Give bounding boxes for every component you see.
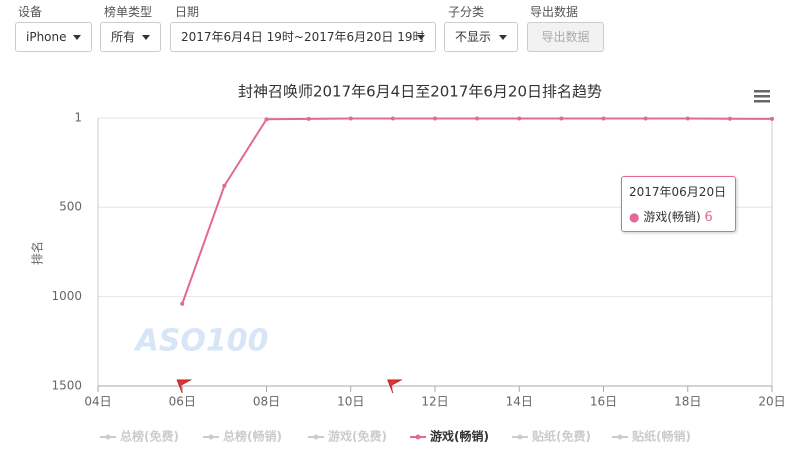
point bbox=[643, 116, 648, 121]
menu-icon[interactable] bbox=[754, 90, 770, 103]
y-tick-label: 500 bbox=[59, 200, 82, 214]
legend-item[interactable]: 游戏(免费) bbox=[328, 429, 387, 444]
export-button[interactable]: 导出数据 bbox=[527, 22, 604, 52]
point bbox=[601, 116, 606, 121]
legend-item[interactable]: 游戏(畅销) bbox=[430, 429, 489, 444]
x-tick-label: 10日 bbox=[337, 395, 364, 409]
list-type-dropdown[interactable]: 所有 bbox=[100, 22, 161, 52]
point bbox=[685, 116, 690, 121]
legend-item[interactable]: 总榜(畅销) bbox=[223, 429, 282, 444]
label: 日期 bbox=[175, 5, 200, 19]
point bbox=[559, 116, 564, 121]
legend-symbol bbox=[617, 434, 623, 440]
y-tick-label: 1000 bbox=[51, 289, 82, 303]
label: 导出数据 bbox=[530, 5, 579, 19]
point bbox=[727, 116, 732, 121]
tooltip-series: 游戏(畅销) bbox=[643, 210, 701, 224]
x-tick-label: 18日 bbox=[674, 395, 701, 409]
point bbox=[433, 116, 437, 121]
point bbox=[517, 116, 522, 121]
y-axis-label: 排名 bbox=[30, 241, 45, 265]
x-tick-label: 16日 bbox=[590, 395, 617, 409]
point bbox=[222, 183, 227, 188]
x-tick-label: 14日 bbox=[506, 395, 533, 409]
device-dropdown[interactable]: iPhone bbox=[15, 22, 92, 52]
flag bbox=[387, 379, 403, 394]
flag bbox=[176, 379, 193, 394]
legend-item[interactable]: 贴纸(免费) bbox=[532, 429, 591, 444]
legend-symbol bbox=[105, 434, 111, 440]
x-tick-label: 04日 bbox=[84, 395, 111, 409]
tooltip: 2017年06月20日 ● 游戏(畅销) 6 bbox=[621, 176, 736, 232]
tooltip-title: 2017年06月20日 bbox=[629, 185, 727, 199]
point bbox=[180, 301, 185, 306]
date-dropdown[interactable]: 2017年6月4日 19时~2017年6月20日 19时 bbox=[170, 22, 436, 52]
label: 子分类 bbox=[448, 5, 485, 19]
legend-symbol bbox=[517, 434, 523, 440]
y-tick-label: 1 bbox=[74, 111, 82, 125]
point bbox=[475, 116, 480, 121]
legend-symbol bbox=[208, 434, 214, 440]
legend-item[interactable]: 总榜(免费) bbox=[120, 429, 179, 444]
label: 榜单类型 bbox=[104, 5, 153, 19]
point bbox=[264, 117, 269, 122]
point bbox=[348, 116, 353, 121]
legend-item[interactable]: 贴纸(畅销) bbox=[632, 429, 691, 444]
legend-symbol bbox=[313, 434, 319, 440]
x-tick-label: 08日 bbox=[253, 395, 280, 409]
x-tick-label: 20日 bbox=[758, 395, 785, 409]
point bbox=[770, 116, 774, 121]
label: 设备 bbox=[18, 5, 43, 19]
watermark: ASO100 bbox=[134, 324, 269, 359]
point bbox=[306, 116, 311, 121]
subcategory-dropdown[interactable]: 不显示 bbox=[444, 22, 518, 52]
y-tick-label: 1500 bbox=[51, 379, 82, 393]
x-tick-label: 12日 bbox=[421, 395, 448, 409]
chart-title: 封神召唤师2017年6月4日至2017年6月20日排名趋势 bbox=[238, 83, 602, 101]
tooltip-row: ● 游戏(畅销) 6 bbox=[629, 210, 713, 225]
point bbox=[390, 116, 395, 121]
tooltip-value: 6 bbox=[704, 210, 713, 225]
legend-symbol bbox=[415, 434, 421, 440]
x-tick-label: 06日 bbox=[169, 395, 196, 409]
